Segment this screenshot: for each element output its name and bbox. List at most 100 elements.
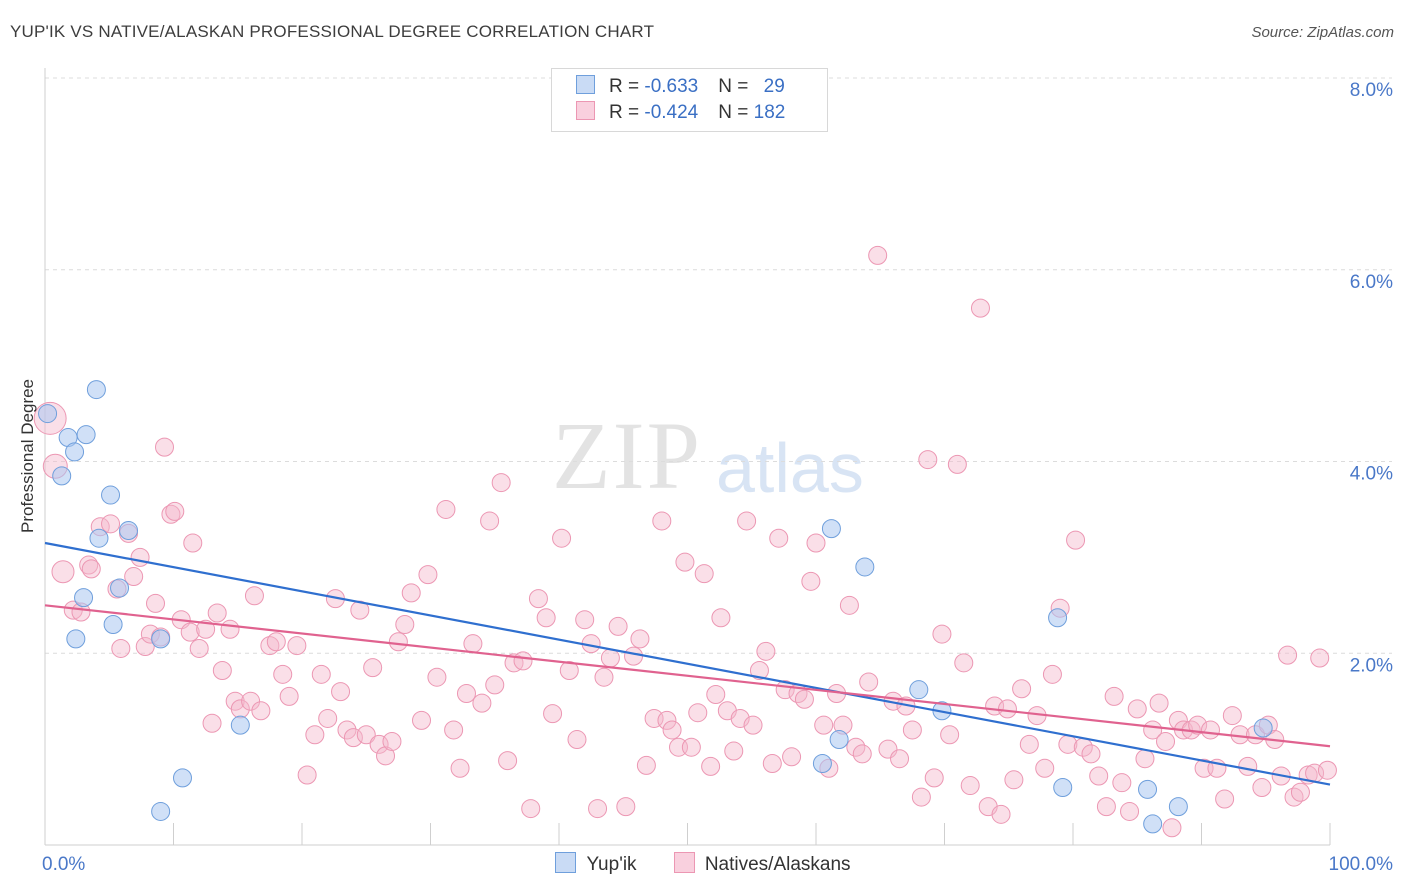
point-natives (997, 699, 1017, 719)
point-natives (444, 720, 464, 740)
watermark-zip: ZIP (552, 402, 702, 509)
point-natives (559, 661, 579, 681)
point-natives (1290, 782, 1310, 802)
trend-lines (44, 541, 1331, 786)
point-natives (1317, 760, 1337, 780)
point-natives (675, 552, 695, 572)
point-natives (135, 637, 155, 657)
legend-r-label: R = (609, 102, 645, 123)
point-yupik (66, 629, 86, 649)
point-natives (630, 629, 650, 649)
point-natives (51, 560, 75, 584)
tick-labels: 2.0% 4.0% 6.0% 8.0% 0.0% 100.0% Professional D… (18, 80, 1393, 875)
point-natives (251, 701, 271, 721)
point-natives (814, 715, 834, 735)
source-label: Source: ZipAtlas.com (1251, 24, 1394, 41)
point-yupik (1253, 718, 1273, 738)
point-yupik (821, 519, 841, 539)
point-natives (1066, 530, 1086, 550)
point-natives (608, 616, 628, 636)
point-natives (1310, 648, 1330, 668)
series-legend-yupik[interactable]: Yup'ik (555, 852, 637, 876)
correlation-legend: R = -0.633 N = 29 R = -0.424 N = 182 (551, 68, 828, 132)
point-natives (81, 559, 101, 579)
series-legend-natives[interactable]: Natives/Alaskans (673, 852, 851, 876)
point-natives (924, 768, 944, 788)
point-natives (376, 746, 396, 766)
point-natives (543, 704, 563, 724)
point-natives (161, 504, 181, 524)
point-natives (616, 797, 636, 817)
point-natives (694, 564, 714, 584)
point-natives (369, 734, 389, 754)
point-natives (1035, 758, 1055, 778)
point-natives (450, 758, 470, 778)
point-natives (737, 511, 757, 531)
point-natives (337, 720, 357, 740)
axes (44, 68, 1331, 846)
point-yupik (119, 521, 139, 541)
y-tick-label: 8.0% (1350, 80, 1393, 101)
point-yupik (909, 680, 929, 700)
point-natives (111, 638, 131, 658)
point-natives (485, 675, 505, 695)
point-natives (1104, 686, 1124, 706)
point-natives (287, 636, 307, 656)
watermark-atlas: atlas (716, 429, 864, 507)
legend-row-natives: R = -0.424 N = 182 (576, 101, 785, 125)
point-natives (970, 298, 990, 318)
point-natives (657, 710, 677, 730)
point-natives (801, 571, 821, 591)
legend-n-value-yupik: 29 (763, 76, 785, 97)
point-natives (552, 528, 572, 548)
point-natives (480, 511, 500, 531)
series-swatch-yupik (555, 852, 577, 873)
point-yupik (1048, 608, 1068, 628)
point-natives (472, 693, 492, 713)
point-natives (1081, 744, 1101, 764)
point-natives (1156, 731, 1176, 751)
legend-r-value-natives: -0.424 (644, 102, 699, 123)
point-natives (991, 804, 1011, 824)
point-natives (652, 511, 672, 531)
legend-row-yupik: R = -0.633 N = 29 (576, 75, 785, 99)
point-natives (180, 622, 200, 642)
point-natives (762, 754, 782, 774)
point-natives (305, 725, 325, 745)
point-natives (1238, 756, 1258, 776)
point-natives (463, 634, 483, 654)
point-natives (902, 720, 922, 740)
point-natives (1120, 801, 1140, 821)
point-yupik (1053, 777, 1073, 797)
point-yupik (74, 588, 94, 608)
series-legend: Yup'ik Natives/Alaskans (0, 852, 1406, 876)
point-natives (101, 514, 121, 534)
series-swatch-natives (673, 852, 695, 873)
point-natives (130, 547, 150, 567)
point-natives (940, 725, 960, 745)
point-natives (266, 632, 286, 652)
point-natives (868, 245, 888, 265)
point-yupik (86, 380, 106, 400)
point-natives (124, 567, 144, 587)
point-natives (1058, 734, 1078, 754)
point-natives (859, 672, 879, 692)
x-tick-label: 100.0% (1329, 854, 1394, 875)
point-yupik (855, 557, 875, 577)
point-natives (1042, 664, 1062, 684)
point-natives (207, 603, 227, 623)
point-natives (220, 619, 240, 639)
point-natives (839, 595, 859, 615)
point-natives (947, 454, 967, 474)
point-natives (155, 437, 175, 457)
point-natives (701, 756, 721, 776)
point-yupik (89, 528, 109, 548)
point-natives (388, 632, 408, 652)
point-natives (273, 664, 293, 684)
trend-line-natives (44, 604, 1331, 748)
point-natives (427, 667, 447, 687)
point-natives (1019, 734, 1039, 754)
point-natives (189, 638, 209, 658)
point-natives (498, 751, 518, 771)
